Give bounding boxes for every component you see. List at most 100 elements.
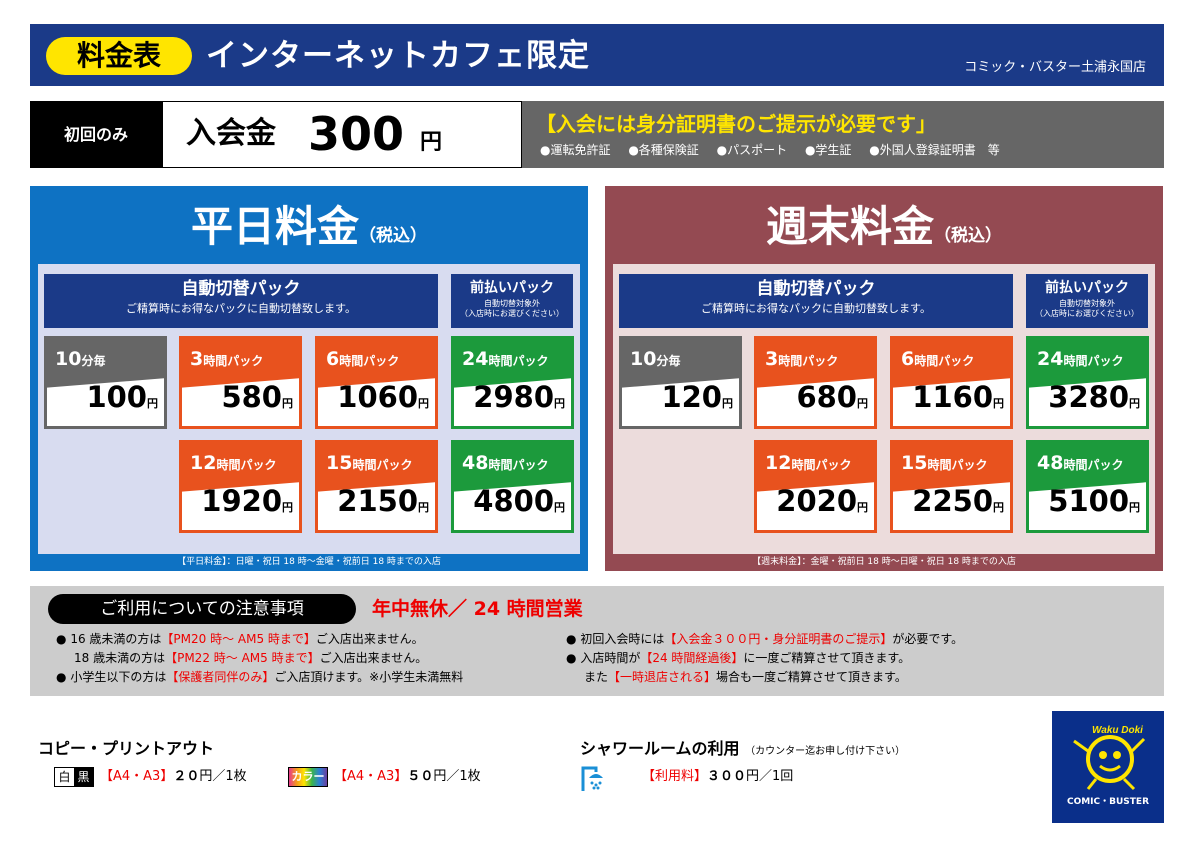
weekend-title: 週末料金（税込）	[765, 202, 1002, 251]
page-title: インターネットカフェ限定	[206, 38, 590, 74]
price-card: 3時間パック 680円	[754, 336, 877, 429]
pack-price: 5100円	[1048, 484, 1140, 518]
card-band	[182, 339, 299, 388]
copy-print-title: コピー・プリントアウト	[38, 739, 215, 758]
auto-pack-header: 自動切替パック ご精算時にお得なパックに自動切替致します。	[44, 274, 438, 328]
card-band	[893, 443, 1010, 492]
id-item: ●学生証	[804, 143, 852, 157]
pack-label: 15時間パック	[901, 452, 988, 474]
pack-price: 1920円	[201, 484, 293, 518]
pack-label: 24時間パック	[462, 348, 549, 370]
notes-title: ご利用についての注意事項	[48, 594, 356, 624]
id-item: ●外国人登録証明書 等	[869, 143, 1000, 157]
card-band	[318, 339, 435, 388]
note-line: 18 歳未満の方は【PM22 時～ AM5 時まで】ご入店出来ません。	[74, 651, 428, 665]
card-band	[1029, 443, 1146, 492]
id-item: ●運転免許証	[540, 143, 611, 157]
pack-price: 580円	[221, 380, 293, 414]
pack-price: 1160円	[912, 380, 1004, 414]
comic-buster-logo: Waku Doki	[1052, 711, 1164, 823]
pack-label: 48時間パック	[462, 452, 549, 474]
note-line: ● 入店時間が【24 時間経過後】に一度ご精算させて頂きます。	[566, 651, 911, 665]
pack-label: 10分毎	[55, 348, 106, 370]
price-card: 15時間パック 2150円	[315, 440, 438, 533]
id-item: ●パスポート	[716, 143, 788, 157]
weekend-footer: 【週末料金】：金曜・祝前日 18 時～日曜・祝日 18 時までの入店	[752, 557, 1016, 567]
entry-fee-label: 入会金	[186, 116, 276, 151]
pack-label: 6時間パック	[326, 348, 400, 370]
first-time-label: 初回のみ	[30, 101, 162, 168]
price-card: 3時間パック 580円	[179, 336, 302, 429]
pack-label: 10分毎	[630, 348, 681, 370]
pack-label: 24時間パック	[1037, 348, 1124, 370]
brand-name: COMIC・BUSTER	[1066, 797, 1150, 807]
price-card: 10分毎 120円	[619, 336, 742, 429]
note-line: ● 初回入会時には【入会金３００円・身分証明書のご提示】が必要です。	[566, 632, 964, 646]
color-price: 【A4・A3】５０円／1枚	[334, 769, 481, 784]
card-band	[757, 443, 874, 492]
card-band	[893, 339, 1010, 388]
pack-price: 680円	[796, 380, 868, 414]
card-band	[182, 443, 299, 492]
weekday-rate-panel: 平日料金（税込） 自動切替パック ご精算時にお得なパックに自動切替致します。 前…	[30, 186, 588, 571]
entry-fee-yen: 円	[420, 130, 443, 155]
shower-price: 【利用料】３００円／1回	[642, 769, 794, 784]
id-item: ●各種保険証	[628, 143, 699, 157]
shower-title: シャワールームの利用 （カウンター迄お申し付け下さい）	[580, 739, 906, 758]
color-badge: カラー	[288, 767, 328, 787]
store-name: コミック・バスター土浦永国店	[964, 60, 1146, 75]
entry-fee-amount: 300	[308, 107, 405, 161]
pack-label: 6時間パック	[901, 348, 975, 370]
card-band	[454, 339, 571, 388]
pack-label: 3時間パック	[765, 348, 839, 370]
bw-badge: 白黒	[54, 767, 94, 787]
note-line: ● 小学生以下の方は【保護者同伴のみ】ご入店頂けます。※小学生未満無料	[56, 670, 464, 684]
pack-price: 2020円	[776, 484, 868, 518]
pack-price: 2150円	[337, 484, 429, 518]
note-line: また【一時退店される】場合も一度ご精算させて頂きます。	[584, 670, 907, 684]
pack-price: 120円	[661, 380, 733, 414]
auto-pack-header: 自動切替パック ご精算時にお得なパックに自動切替致します。	[619, 274, 1013, 328]
id-requirement-box	[522, 101, 1164, 168]
id-requirement-title: 【入会には身分証明書のご提示が必要です」	[536, 112, 936, 136]
card-band	[318, 443, 435, 492]
pack-price: 100円	[86, 380, 158, 414]
price-card: 12時間パック 1920円	[179, 440, 302, 533]
pack-price: 2980円	[473, 380, 565, 414]
price-card: 48時間パック 5100円	[1026, 440, 1149, 533]
weekday-title: 平日料金（税込）	[190, 202, 427, 251]
prepaid-pack-header: 前払いパック 自動切替対象外 （入店時にお選びください）	[451, 274, 573, 328]
price-card: 24時間パック 3280円	[1026, 336, 1149, 429]
pack-label: 15時間パック	[326, 452, 413, 474]
pack-price: 3280円	[1048, 380, 1140, 414]
card-band	[622, 339, 739, 388]
bw-price: 【A4・A3】２０円／1枚	[100, 769, 247, 784]
price-card: 48時間パック 4800円	[451, 440, 574, 533]
price-card: 6時間パック 1160円	[890, 336, 1013, 429]
shower-icon	[580, 764, 610, 792]
price-card: 6時間パック 1060円	[315, 336, 438, 429]
price-list-tag: 料金表	[46, 37, 192, 75]
note-line: ● 16 歳未満の方は【PM20 時～ AM5 時まで】ご入店出来ません。	[56, 632, 424, 646]
pack-label: 12時間パック	[765, 452, 852, 474]
weekday-footer: 【平日料金】：日曜・祝日 18 時～金曜・祝前日 18 時までの入店	[177, 557, 441, 567]
price-card: 12時間パック 2020円	[754, 440, 877, 533]
pack-label: 12時間パック	[190, 452, 277, 474]
price-card: 24時間パック 2980円	[451, 336, 574, 429]
entry-fee-box	[162, 101, 522, 168]
weekend-rate-panel: 週末料金（税込） 自動切替パック ご精算時にお得なパックに自動切替致します。 前…	[605, 186, 1163, 571]
pack-price: 4800円	[473, 484, 565, 518]
price-card: 15時間パック 2250円	[890, 440, 1013, 533]
price-card: 10分毎 100円	[44, 336, 167, 429]
header-bar	[30, 24, 1164, 86]
id-document-list: ●運転免許証 ●各種保険証 ●パスポート ●学生証 ●外国人登録証明書 等	[540, 142, 1014, 158]
pack-price: 1060円	[337, 380, 429, 414]
card-band	[1029, 339, 1146, 388]
pack-price: 2250円	[912, 484, 1004, 518]
open-hours: 年中無休／ 24 時間営業	[372, 598, 583, 620]
pack-label: 48時間パック	[1037, 452, 1124, 474]
card-band	[757, 339, 874, 388]
prepaid-pack-header: 前払いパック 自動切替対象外 （入店時にお選びください）	[1026, 274, 1148, 328]
card-band	[47, 339, 164, 388]
pack-label: 3時間パック	[190, 348, 264, 370]
